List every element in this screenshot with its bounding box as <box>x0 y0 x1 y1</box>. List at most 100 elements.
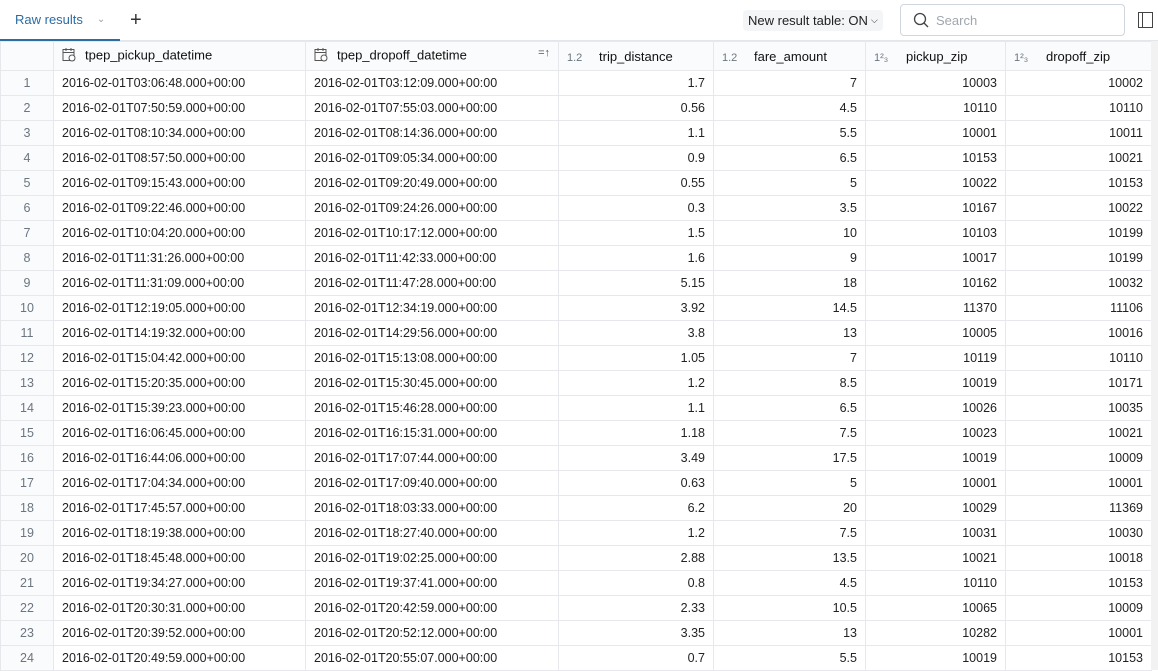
cell-fare-amount[interactable]: 20 <box>713 495 866 521</box>
cell-dropoff-zip[interactable]: 10002 <box>1005 70 1152 96</box>
cell-trip-distance[interactable]: 3.49 <box>558 445 714 471</box>
cell-trip-distance[interactable]: 1.2 <box>558 370 714 396</box>
cell-pickup-zip[interactable]: 10003 <box>865 70 1006 96</box>
cell-tpep-pickup-datetime[interactable]: 2016-02-01T11:31:09.000+00:00 <box>53 270 306 296</box>
cell-pickup-zip[interactable]: 10019 <box>865 370 1006 396</box>
cell-tpep-dropoff-datetime[interactable]: 2016-02-01T03:12:09.000+00:00 <box>305 70 559 96</box>
cell-trip-distance[interactable]: 0.3 <box>558 195 714 221</box>
cell-dropoff-zip[interactable]: 10030 <box>1005 520 1152 546</box>
cell-trip-distance[interactable]: 1.5 <box>558 220 714 246</box>
cell-tpep-dropoff-datetime[interactable]: 2016-02-01T20:52:12.000+00:00 <box>305 620 559 646</box>
cell-tpep-pickup-datetime[interactable]: 2016-02-01T08:57:50.000+00:00 <box>53 145 306 171</box>
cell-tpep-pickup-datetime[interactable]: 2016-02-01T15:39:23.000+00:00 <box>53 395 306 421</box>
cell-pickup-zip[interactable]: 11370 <box>865 295 1006 321</box>
column-header-tpep-dropoff-datetime[interactable]: tpep_dropoff_datetime =↑ <box>305 41 559 71</box>
cell-dropoff-zip[interactable]: 10011 <box>1005 120 1152 146</box>
cell-fare-amount[interactable]: 6.5 <box>713 145 866 171</box>
cell-fare-amount[interactable]: 7 <box>713 70 866 96</box>
cell-fare-amount[interactable]: 13.5 <box>713 545 866 571</box>
cell-trip-distance[interactable]: 5.15 <box>558 270 714 296</box>
cell-dropoff-zip[interactable]: 10009 <box>1005 445 1152 471</box>
cell-tpep-dropoff-datetime[interactable]: 2016-02-01T15:13:08.000+00:00 <box>305 345 559 371</box>
cell-pickup-zip[interactable]: 10019 <box>865 645 1006 671</box>
cell-fare-amount[interactable]: 5 <box>713 170 866 196</box>
cell-pickup-zip[interactable]: 10019 <box>865 445 1006 471</box>
cell-fare-amount[interactable]: 5.5 <box>713 645 866 671</box>
cell-fare-amount[interactable]: 17.5 <box>713 445 866 471</box>
cell-tpep-dropoff-datetime[interactable]: 2016-02-01T08:14:36.000+00:00 <box>305 120 559 146</box>
cell-tpep-dropoff-datetime[interactable]: 2016-02-01T09:20:49.000+00:00 <box>305 170 559 196</box>
cell-pickup-zip[interactable]: 10022 <box>865 170 1006 196</box>
cell-fare-amount[interactable]: 7.5 <box>713 520 866 546</box>
cell-pickup-zip[interactable]: 10017 <box>865 245 1006 271</box>
cell-dropoff-zip[interactable]: 10035 <box>1005 395 1152 421</box>
cell-tpep-pickup-datetime[interactable]: 2016-02-01T20:39:52.000+00:00 <box>53 620 306 646</box>
add-tab-button[interactable]: + <box>130 9 142 31</box>
cell-tpep-pickup-datetime[interactable]: 2016-02-01T15:20:35.000+00:00 <box>53 370 306 396</box>
cell-tpep-pickup-datetime[interactable]: 2016-02-01T18:45:48.000+00:00 <box>53 545 306 571</box>
side-panel-icon[interactable] <box>1138 12 1153 28</box>
cell-pickup-zip[interactable]: 10005 <box>865 320 1006 346</box>
cell-tpep-pickup-datetime[interactable]: 2016-02-01T17:04:34.000+00:00 <box>53 470 306 496</box>
cell-dropoff-zip[interactable]: 10021 <box>1005 420 1152 446</box>
tab-raw-results[interactable]: Raw results ⌄ <box>0 0 120 41</box>
cell-trip-distance[interactable]: 1.6 <box>558 245 714 271</box>
cell-tpep-dropoff-datetime[interactable]: 2016-02-01T17:09:40.000+00:00 <box>305 470 559 496</box>
cell-trip-distance[interactable]: 1.18 <box>558 420 714 446</box>
cell-tpep-dropoff-datetime[interactable]: 2016-02-01T09:05:34.000+00:00 <box>305 145 559 171</box>
cell-dropoff-zip[interactable]: 10110 <box>1005 345 1152 371</box>
cell-dropoff-zip[interactable]: 11106 <box>1005 295 1152 321</box>
cell-fare-amount[interactable]: 6.5 <box>713 395 866 421</box>
cell-trip-distance[interactable]: 2.33 <box>558 595 714 621</box>
cell-tpep-pickup-datetime[interactable]: 2016-02-01T08:10:34.000+00:00 <box>53 120 306 146</box>
cell-trip-distance[interactable]: 1.7 <box>558 70 714 96</box>
cell-trip-distance[interactable]: 0.9 <box>558 145 714 171</box>
cell-tpep-dropoff-datetime[interactable]: 2016-02-01T15:46:28.000+00:00 <box>305 395 559 421</box>
cell-trip-distance[interactable]: 2.88 <box>558 545 714 571</box>
cell-dropoff-zip[interactable]: 10032 <box>1005 270 1152 296</box>
cell-tpep-pickup-datetime[interactable]: 2016-02-01T20:49:59.000+00:00 <box>53 645 306 671</box>
cell-pickup-zip[interactable]: 10162 <box>865 270 1006 296</box>
cell-pickup-zip[interactable]: 10001 <box>865 470 1006 496</box>
cell-tpep-dropoff-datetime[interactable]: 2016-02-01T09:24:26.000+00:00 <box>305 195 559 221</box>
cell-trip-distance[interactable]: 0.63 <box>558 470 714 496</box>
cell-trip-distance[interactable]: 1.2 <box>558 520 714 546</box>
cell-tpep-dropoff-datetime[interactable]: 2016-02-01T07:55:03.000+00:00 <box>305 95 559 121</box>
cell-fare-amount[interactable]: 8.5 <box>713 370 866 396</box>
column-header-tpep-pickup-datetime[interactable]: tpep_pickup_datetime <box>53 41 306 71</box>
sort-ascending-icon[interactable]: =↑ <box>538 47 550 59</box>
cell-tpep-pickup-datetime[interactable]: 2016-02-01T16:06:45.000+00:00 <box>53 420 306 446</box>
cell-tpep-dropoff-datetime[interactable]: 2016-02-01T14:29:56.000+00:00 <box>305 320 559 346</box>
cell-tpep-pickup-datetime[interactable]: 2016-02-01T10:04:20.000+00:00 <box>53 220 306 246</box>
cell-tpep-pickup-datetime[interactable]: 2016-02-01T09:15:43.000+00:00 <box>53 170 306 196</box>
cell-tpep-dropoff-datetime[interactable]: 2016-02-01T11:47:28.000+00:00 <box>305 270 559 296</box>
cell-pickup-zip[interactable]: 10167 <box>865 195 1006 221</box>
cell-tpep-dropoff-datetime[interactable]: 2016-02-01T18:03:33.000+00:00 <box>305 495 559 521</box>
cell-pickup-zip[interactable]: 10110 <box>865 570 1006 596</box>
cell-dropoff-zip[interactable]: 10153 <box>1005 170 1152 196</box>
cell-fare-amount[interactable]: 7.5 <box>713 420 866 446</box>
cell-tpep-pickup-datetime[interactable]: 2016-02-01T20:30:31.000+00:00 <box>53 595 306 621</box>
cell-dropoff-zip[interactable]: 10171 <box>1005 370 1152 396</box>
cell-dropoff-zip[interactable]: 10110 <box>1005 95 1152 121</box>
cell-pickup-zip[interactable]: 10119 <box>865 345 1006 371</box>
cell-trip-distance[interactable]: 1.1 <box>558 120 714 146</box>
cell-fare-amount[interactable]: 18 <box>713 270 866 296</box>
cell-trip-distance[interactable]: 0.55 <box>558 170 714 196</box>
column-header-pickup-zip[interactable]: 1²₃ pickup_zip <box>865 41 1006 71</box>
cell-fare-amount[interactable]: 9 <box>713 245 866 271</box>
cell-fare-amount[interactable]: 3.5 <box>713 195 866 221</box>
cell-dropoff-zip[interactable]: 11369 <box>1005 495 1152 521</box>
cell-tpep-dropoff-datetime[interactable]: 2016-02-01T20:42:59.000+00:00 <box>305 595 559 621</box>
cell-trip-distance[interactable]: 3.35 <box>558 620 714 646</box>
cell-tpep-dropoff-datetime[interactable]: 2016-02-01T16:15:31.000+00:00 <box>305 420 559 446</box>
cell-tpep-pickup-datetime[interactable]: 2016-02-01T18:19:38.000+00:00 <box>53 520 306 546</box>
column-header-trip-distance[interactable]: 1.2 trip_distance <box>558 41 714 71</box>
cell-tpep-dropoff-datetime[interactable]: 2016-02-01T17:07:44.000+00:00 <box>305 445 559 471</box>
cell-tpep-dropoff-datetime[interactable]: 2016-02-01T19:37:41.000+00:00 <box>305 570 559 596</box>
cell-fare-amount[interactable]: 4.5 <box>713 570 866 596</box>
cell-tpep-dropoff-datetime[interactable]: 2016-02-01T19:02:25.000+00:00 <box>305 545 559 571</box>
vertical-scrollbar[interactable] <box>1151 41 1158 670</box>
cell-fare-amount[interactable]: 5 <box>713 470 866 496</box>
cell-tpep-pickup-datetime[interactable]: 2016-02-01T19:34:27.000+00:00 <box>53 570 306 596</box>
